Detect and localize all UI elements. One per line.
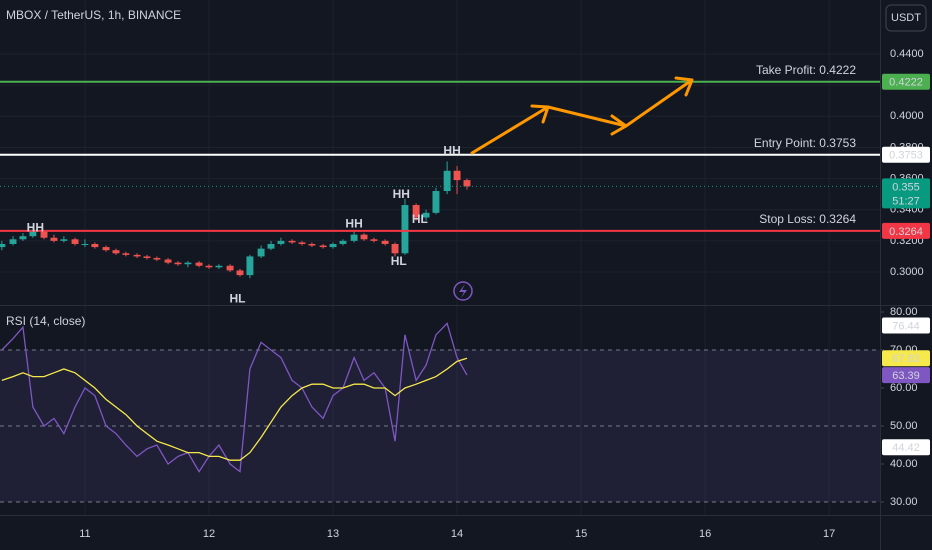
price-badge <box>882 73 930 90</box>
candle-body <box>308 243 316 246</box>
candle-body <box>9 239 17 244</box>
candle-body <box>91 243 99 248</box>
candle-body <box>40 231 48 238</box>
countdown-label: 51:27 <box>892 195 920 207</box>
price-badge-label: 67.83 <box>892 353 920 365</box>
price-badge <box>882 146 930 163</box>
pattern-label: HH <box>345 217 362 231</box>
y-tick-label: 40.00 <box>890 458 918 470</box>
candle-body <box>267 243 275 249</box>
pattern-label: HL <box>412 212 428 226</box>
candle-body <box>29 231 37 237</box>
price-badge <box>882 439 930 456</box>
price-badge-label: 0.3264 <box>889 226 923 238</box>
level-label: Stop Loss: 0.3264 <box>759 212 856 226</box>
pattern-label: HH <box>443 144 460 158</box>
indicator-title: RSI (14, close) <box>6 314 85 328</box>
candle-body <box>329 243 337 248</box>
last-price-badge <box>882 178 930 209</box>
candle-body <box>391 243 399 254</box>
candle-body <box>102 247 110 251</box>
level-label: Take Profit: 0.4222 <box>756 63 856 77</box>
candle-body <box>257 248 265 257</box>
candle-body <box>246 256 254 276</box>
candle-body <box>226 265 234 271</box>
price-badge-label: 63.39 <box>892 370 920 382</box>
alert-icon[interactable] <box>453 281 473 301</box>
x-tick-label: 17 <box>823 528 835 540</box>
candle-body <box>71 239 79 244</box>
price-badge-label: 44.42 <box>892 442 920 454</box>
candle-body <box>236 270 244 276</box>
candle-body <box>215 265 223 268</box>
candle-body <box>360 234 368 240</box>
candle-body <box>422 212 430 218</box>
forecast-arrows <box>470 76 694 155</box>
candle-body <box>288 240 296 243</box>
candle-body <box>370 239 378 241</box>
candle-body <box>50 237 58 241</box>
currency-button[interactable] <box>885 4 927 32</box>
rsi-line <box>1 322 468 473</box>
y-tick-label: 0.4000 <box>890 110 924 122</box>
x-tick-label: 15 <box>575 528 587 540</box>
candle-body <box>122 253 130 255</box>
x-tick-label: 14 <box>451 528 463 540</box>
level-label: Entry Point: 0.3753 <box>754 136 856 150</box>
x-tick-label: 16 <box>699 528 711 540</box>
y-tick-label: 30.00 <box>890 496 918 508</box>
candle-body <box>298 242 306 244</box>
candle-body <box>195 262 203 266</box>
candle-body <box>401 205 409 254</box>
candle-body <box>133 254 141 257</box>
candle-body <box>143 256 151 258</box>
candle-body <box>112 250 120 254</box>
pattern-label: HL <box>230 291 246 305</box>
candle-body <box>0 243 6 248</box>
x-tick-label: 12 <box>203 528 215 540</box>
x-tick-label: 13 <box>327 528 339 540</box>
candle-body <box>174 262 182 265</box>
candle-body <box>432 191 440 213</box>
candle-body <box>453 170 461 181</box>
pattern-label: HH <box>27 221 44 235</box>
candle-body <box>153 257 161 260</box>
price-badge <box>882 222 930 239</box>
candle-body <box>381 240 389 244</box>
currency-label[interactable]: USDT <box>891 12 921 24</box>
candle-body <box>412 205 420 218</box>
price-badge <box>882 317 930 334</box>
y-tick-label: 80.00 <box>890 306 918 318</box>
y-tick-label: 0.4400 <box>890 48 924 60</box>
candle-body <box>350 234 358 241</box>
candle-body <box>277 240 285 244</box>
candle-body <box>184 262 192 265</box>
y-tick-label: 0.3000 <box>890 266 924 278</box>
pattern-label: HH <box>393 187 410 201</box>
candle-body <box>164 259 172 263</box>
candle-body <box>19 236 27 240</box>
rsi-line <box>1 357 468 461</box>
last-price-label: 0.355 <box>892 181 920 193</box>
price-badge <box>882 350 930 367</box>
candle-body <box>319 245 327 248</box>
price-badge-label: 76.44 <box>892 320 920 332</box>
pattern-label: HL <box>391 254 407 268</box>
x-tick-label: 11 <box>79 528 90 540</box>
candle-body <box>60 239 68 241</box>
candle-body <box>463 180 471 187</box>
candle-body <box>339 240 347 244</box>
price-badge-label: 0.4222 <box>889 77 923 89</box>
price-badge-label: 0.3753 <box>889 150 923 162</box>
symbol-title: MBOX / TetherUS, 1h, BINANCE <box>6 8 181 22</box>
price-badge <box>882 367 930 384</box>
candle-body <box>81 243 89 245</box>
y-tick-label: 60.00 <box>890 382 918 394</box>
candle-body <box>205 265 213 268</box>
y-tick-label: 50.00 <box>890 420 918 432</box>
candle-body <box>443 170 451 192</box>
